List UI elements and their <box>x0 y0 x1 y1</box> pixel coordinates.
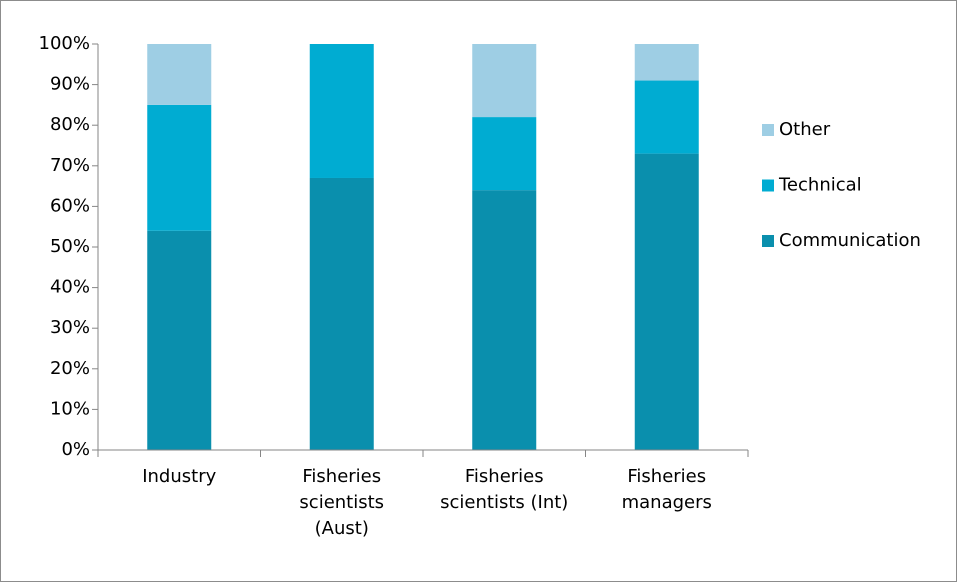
bar-segment <box>472 44 537 118</box>
y-tick-label: 50% <box>50 236 90 257</box>
bar-segment <box>309 44 374 178</box>
y-tick-label: 40% <box>50 277 90 298</box>
legend-swatch <box>762 235 774 247</box>
legend-swatch <box>762 124 774 136</box>
bar-segment <box>147 230 212 450</box>
bar-segment <box>309 177 374 451</box>
y-tick-label: 0% <box>61 439 90 460</box>
bar-segment <box>147 44 212 105</box>
x-tick-label: Fisheries managers <box>621 466 712 513</box>
legend-swatch <box>762 179 774 192</box>
legend-label: Other <box>779 119 831 140</box>
bar-segment <box>634 80 699 154</box>
bar-segment <box>634 153 699 450</box>
bar-segment <box>472 117 537 191</box>
legend-label: Technical <box>778 175 862 196</box>
y-tick-label: 60% <box>50 195 90 216</box>
y-tick-label: 100% <box>39 33 90 54</box>
y-tick-label: 30% <box>50 317 90 338</box>
legend-label: Communication <box>779 230 921 251</box>
x-tick-label: Fisheries scientists (Aust) <box>299 466 385 539</box>
bar-segment <box>147 104 212 231</box>
y-tick-label: 70% <box>50 155 90 176</box>
x-tick-label: Fisheries scientists (Int) <box>440 466 569 513</box>
y-tick-label: 10% <box>50 398 90 419</box>
bar-segment <box>634 44 699 81</box>
y-tick-label: 80% <box>50 114 90 135</box>
y-tick-label: 90% <box>50 74 90 95</box>
y-tick-label: 20% <box>50 358 90 379</box>
x-tick-label: Industry <box>142 466 217 487</box>
bar-segment <box>472 190 537 450</box>
